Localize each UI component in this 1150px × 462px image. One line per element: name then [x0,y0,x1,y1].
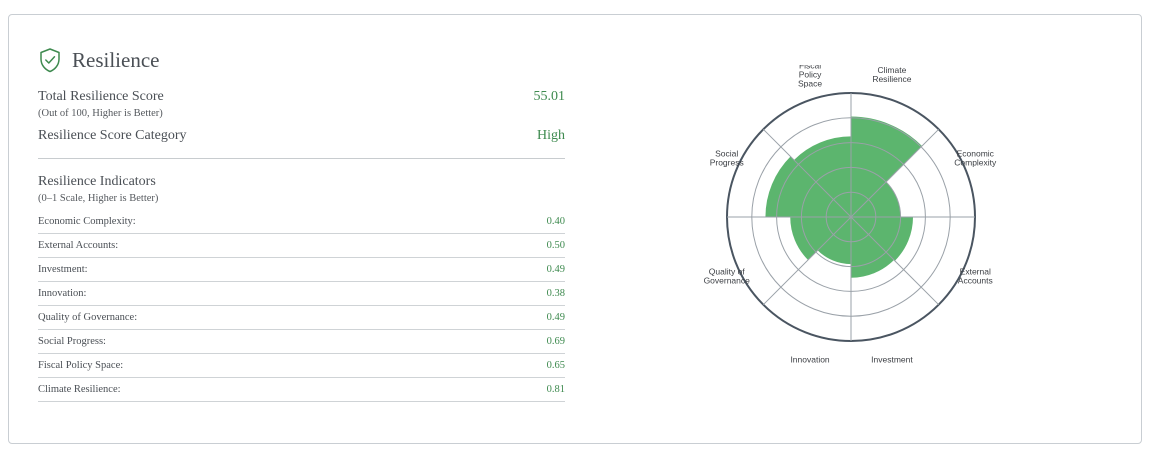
radar-axis-label-line: External [960,266,991,276]
indicators-note: (0–1 Scale, Higher is Better) [38,193,159,204]
radar-spoke [850,128,940,218]
indicator-label: Fiscal Policy Space: [38,360,124,371]
indicators-title: Resilience Indicators [38,174,156,189]
indicator-value: 0.69 [546,336,565,347]
indicator-row: External Accounts: 0.50 [38,234,565,258]
radar-wedge [851,116,923,217]
radar-axis-label-line: Space [798,79,822,89]
radar-wedge [851,181,901,217]
radar-axis-label: External Accounts [958,266,993,285]
radar-axis-label-line: Progress [710,158,744,168]
category-label: Resilience Score Category [38,128,187,143]
radar-axis-label-line: Social [715,149,738,159]
radar-axis-label: Social Progress [710,149,744,168]
indicator-row: Investment: 0.49 [38,258,565,282]
indicator-label: Innovation: [38,288,87,299]
radar-axis-label-line: Innovation [790,354,829,364]
title-row: Resilience [38,43,565,77]
indicator-label: Social Progress: [38,336,106,347]
radar-wedge [851,217,894,278]
indicator-row: Climate Resilience: 0.81 [38,378,565,402]
indicators-list: Economic Complexity: 0.40 External Accoun… [38,210,565,402]
radar-axis-label-line: Investment [871,354,913,364]
indicator-label: Economic Complexity: [38,216,136,227]
radar-spoke [762,128,852,218]
panel-title: Resilience [72,47,160,72]
radar-wedge [765,156,851,217]
radar-axis-label: Investment [871,354,913,364]
indicator-value: 0.49 [546,312,565,323]
radar-axis-label: Economic Complexity [954,149,997,168]
radar-spoke [762,216,852,306]
indicator-label: External Accounts: [38,240,119,251]
indicator-label: Investment: [38,264,88,275]
indicator-label: Quality of Governance: [38,312,138,323]
radar-axis-label: Quality of Governance [704,266,751,285]
total-score-note: (Out of 100, Higher is Better) [38,108,163,119]
resilience-radar-chart: Climate Resilience Economic Complexity Exter… [704,65,997,364]
indicator-row: Quality of Governance: 0.49 [38,306,565,330]
section-divider [38,158,565,159]
total-score-block: Total Resilience Score 55.01 (Out of 100… [38,89,565,119]
radar-axis-label-line: Climate [878,65,907,75]
indicator-row: Innovation: 0.38 [38,282,565,306]
radar-axis-label-line: Accounts [958,275,993,285]
indicator-value: 0.81 [546,384,565,395]
radar-wedge [851,217,913,261]
indicator-row: Economic Complexity: 0.40 [38,210,565,234]
shield-check-icon [40,48,60,73]
indicator-label: Climate Resilience: [38,384,121,395]
category-row: Resilience Score Category High [38,128,565,144]
indicator-value: 0.38 [546,288,565,299]
resilience-card: Resilience Total Resilience Score 55.01 … [8,14,1142,444]
radar-axis-label-line: Policy [799,70,822,80]
indicator-value: 0.49 [546,264,565,275]
indicator-value: 0.50 [546,240,565,251]
radar-axis-label-line: Governance [704,275,751,285]
radar-wedge [817,217,851,265]
radar-axis-label-line: Quality of [709,266,746,276]
total-score-label: Total Resilience Score [38,89,164,104]
total-score-value: 55.01 [533,89,566,104]
radar-axis-label-line: Fiscal [799,65,821,71]
total-score-row: Total Resilience Score 55.01 [38,89,565,105]
resilience-summary: Resilience Total Resilience Score 55.01 … [38,43,565,402]
indicator-row: Fiscal Policy Space: 0.65 [38,354,565,378]
indicator-value: 0.65 [546,360,565,371]
radar-spoke [850,216,940,306]
radar-axis-label: Fiscal Policy Space [798,65,822,89]
radar-axis-label-line: Complexity [954,158,997,168]
radar-axis-label-line: Economic [957,149,995,159]
radar-axis-label-line: Resilience [872,74,911,84]
indicator-value: 0.40 [546,216,565,227]
category-value: High [537,128,565,143]
radar-axis-label: Climate Resilience [872,65,911,84]
radar-wedge [790,217,851,260]
indicator-row: Social Progress: 0.69 [38,330,565,354]
radar-axis-label: Innovation [790,354,829,364]
